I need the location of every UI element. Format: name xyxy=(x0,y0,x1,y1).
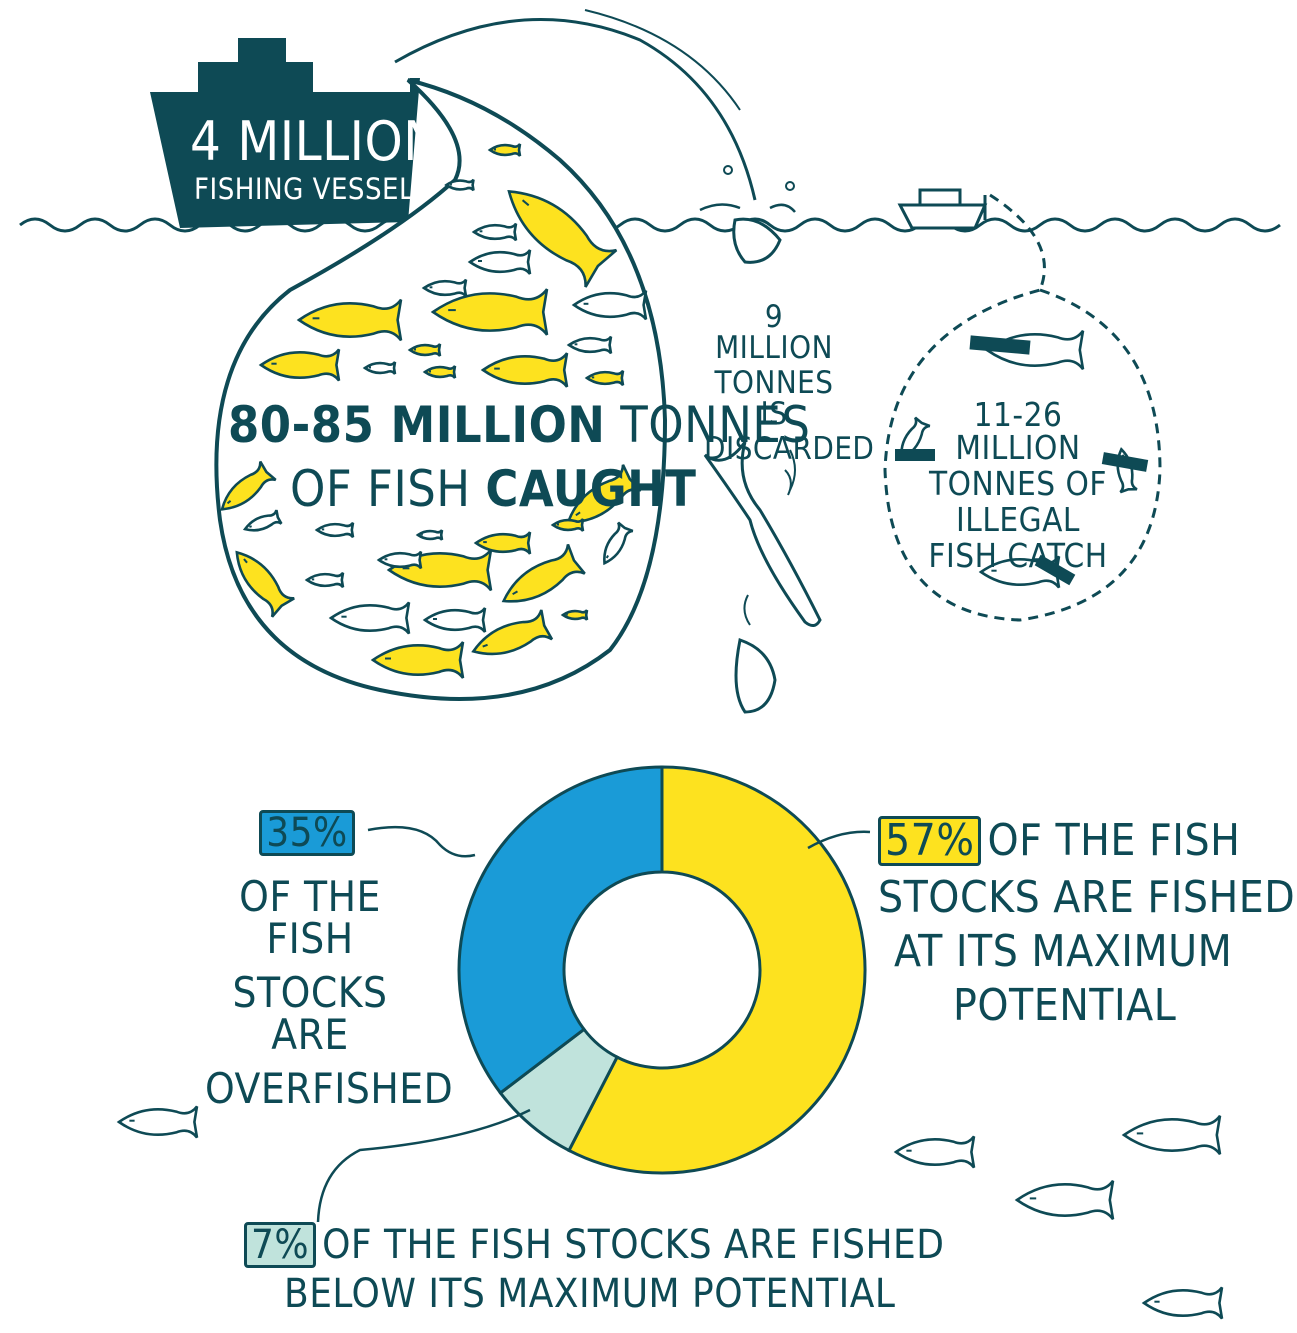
caught-of-fish: OF FISH xyxy=(290,460,471,518)
fish-icon xyxy=(1121,1114,1222,1156)
censor-bar xyxy=(1101,452,1149,472)
maximum-line-3: AT ITS MAXIMUM xyxy=(894,926,1233,977)
discarded-label: 9 MILLION TONNES IS DISCARDED xyxy=(704,299,875,467)
leader-line-maximum xyxy=(807,830,871,850)
leader-line-overfished xyxy=(367,825,476,858)
discarded-line-3: DISCARDED xyxy=(704,431,875,467)
fish-icon xyxy=(415,529,444,541)
fish-icon xyxy=(571,289,648,321)
fish-icon xyxy=(421,278,468,298)
caught-line-1: 80-85 MILLION TONNES xyxy=(228,400,810,450)
fish-icon xyxy=(467,249,532,275)
caught-word: CAUGHT xyxy=(485,460,697,518)
fish-icon xyxy=(1014,1179,1115,1221)
fish-icon xyxy=(487,143,522,157)
fish-icon xyxy=(296,298,403,342)
fish-icon xyxy=(603,521,634,566)
caught-unit: TONNES xyxy=(620,396,811,454)
fish-icon xyxy=(314,521,355,539)
fish-icon xyxy=(422,365,457,379)
fish-icon xyxy=(304,571,345,589)
fish-icon xyxy=(116,1105,199,1139)
fish-icon xyxy=(376,550,423,570)
fish-stocks-donut-chart xyxy=(457,765,867,1175)
below-line-1: OF THE FISH STOCKS ARE FISHED xyxy=(322,1222,945,1268)
fish-icon xyxy=(480,352,569,388)
fish-icon xyxy=(242,509,283,532)
donut-slice-1 xyxy=(566,765,867,1175)
illegal-net xyxy=(883,288,1162,622)
fish-icon xyxy=(473,531,532,555)
fish-icon xyxy=(258,348,341,382)
fish-icon xyxy=(584,369,625,387)
fish-icon xyxy=(560,609,589,621)
overfished-line-3: OVERFISHED xyxy=(205,1064,454,1113)
illegal-label: 11-26 MILLION TONNES OF ILLEGAL FISH CAT… xyxy=(918,398,1118,572)
ship-icon xyxy=(150,38,420,228)
maximum-label: 57% OF THE FISH STOCKS ARE FISHED AT ITS … xyxy=(878,815,1296,1031)
overfished-pct: 35% xyxy=(259,810,355,856)
fish-icon xyxy=(471,609,554,656)
censor-bar xyxy=(1034,554,1076,586)
fish-icon xyxy=(444,178,475,192)
donut-slice-3 xyxy=(457,765,664,1096)
fishing-line xyxy=(394,18,757,201)
fish-icon xyxy=(407,343,442,357)
fish-icon xyxy=(422,607,487,633)
discarded-line-1: 9 MILLION xyxy=(715,299,833,366)
overfished-line-1: OF THE FISH xyxy=(239,872,381,963)
fish-icon xyxy=(430,288,549,336)
fish-icon xyxy=(471,222,518,242)
fish-icon xyxy=(566,335,613,355)
censor-bar xyxy=(969,335,1031,355)
fish-icon xyxy=(1141,1286,1224,1320)
below-label: 7% OF THE FISH STOCKS ARE FISHED BELOW IT… xyxy=(244,1222,944,1317)
overfished-line-2: STOCKS ARE xyxy=(232,968,388,1059)
illegal-line-1: 11-26 MILLION xyxy=(955,395,1081,467)
sea-fish-school xyxy=(116,1105,1224,1320)
fish-icon xyxy=(501,543,586,603)
boat-icon xyxy=(897,188,988,230)
fish-icon xyxy=(220,460,277,511)
fish-icon xyxy=(235,550,295,618)
caught-fish-school xyxy=(220,143,648,679)
illegal-line-3: ILLEGAL xyxy=(956,500,1080,539)
fishing-line xyxy=(584,9,741,111)
caught-line-2: OF FISH CAUGHT xyxy=(290,464,696,514)
caught-amount: 80-85 MILLION xyxy=(228,396,606,454)
overfished-label: 35% OF THE FISH STOCKS ARE OVERFISHED xyxy=(205,810,454,1113)
vessel-count: 4 MILLION xyxy=(190,110,441,173)
illegal-line-2: TONNES OF xyxy=(929,464,1107,503)
illegal-fish-school xyxy=(895,329,1149,589)
fish-icon xyxy=(362,361,397,375)
maximum-line-2: STOCKS ARE FISHED xyxy=(878,872,1296,923)
censor-bar xyxy=(895,449,935,461)
fish-icon xyxy=(550,518,585,532)
fish-icon xyxy=(566,464,642,524)
discarded-fish-icon xyxy=(699,165,822,714)
fish-icon xyxy=(893,1135,976,1169)
fish-icon xyxy=(507,189,618,288)
fish-icon xyxy=(370,641,465,679)
below-line-2: BELOW ITS MAXIMUM POTENTIAL xyxy=(284,1271,896,1317)
vessel-label: FISHING VESSELS xyxy=(194,172,432,206)
fish-icon xyxy=(328,601,411,635)
discarded-line-2: TONNES IS xyxy=(714,365,834,432)
illegal-line-4: FISH CATCH xyxy=(928,536,1108,575)
maximum-line-1: OF THE FISH xyxy=(987,815,1241,866)
below-pct: 7% xyxy=(244,1222,317,1268)
illegal-line xyxy=(989,193,1046,291)
leader-line-below xyxy=(316,1108,531,1223)
maximum-pct: 57% xyxy=(878,816,982,866)
maximum-line-4: POTENTIAL xyxy=(953,980,1177,1031)
